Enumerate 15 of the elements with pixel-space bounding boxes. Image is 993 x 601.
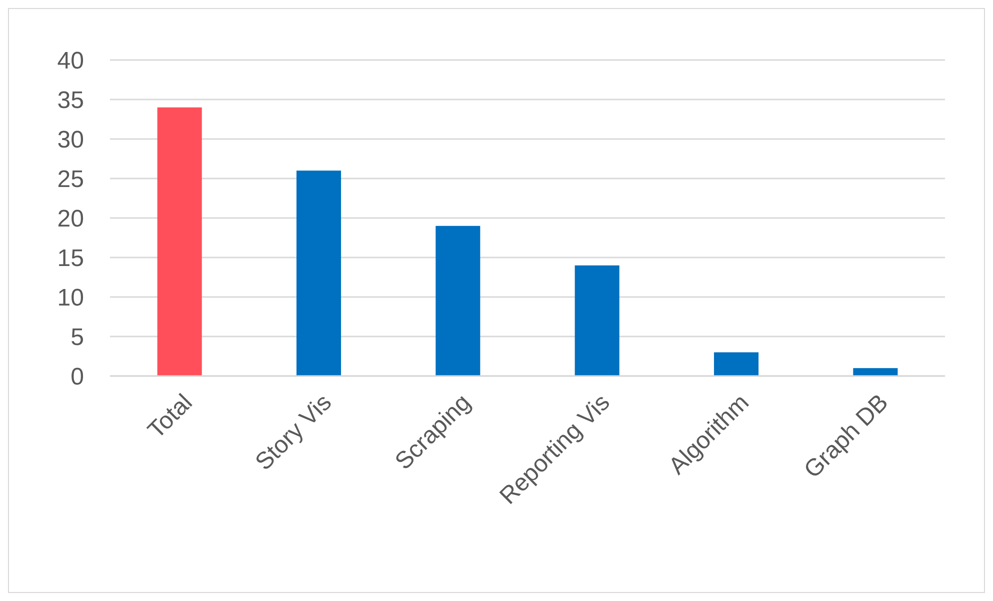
bar: [296, 170, 342, 376]
bar: [574, 265, 620, 376]
y-tick-label: 15: [57, 244, 84, 272]
y-tick-label: 20: [57, 205, 84, 232]
y-tick-label: 30: [57, 126, 84, 154]
y-tick-label: 5: [70, 324, 84, 351]
y-tick-label: 40: [57, 47, 84, 74]
bar: [436, 226, 480, 376]
bar: [714, 352, 759, 376]
y-tick-label: 35: [57, 86, 84, 114]
bar: [157, 107, 202, 376]
y-tick-label: 25: [57, 166, 84, 193]
bar: [853, 368, 898, 376]
y-tick-label: 10: [57, 284, 84, 312]
y-tick-label: 0: [70, 363, 84, 390]
